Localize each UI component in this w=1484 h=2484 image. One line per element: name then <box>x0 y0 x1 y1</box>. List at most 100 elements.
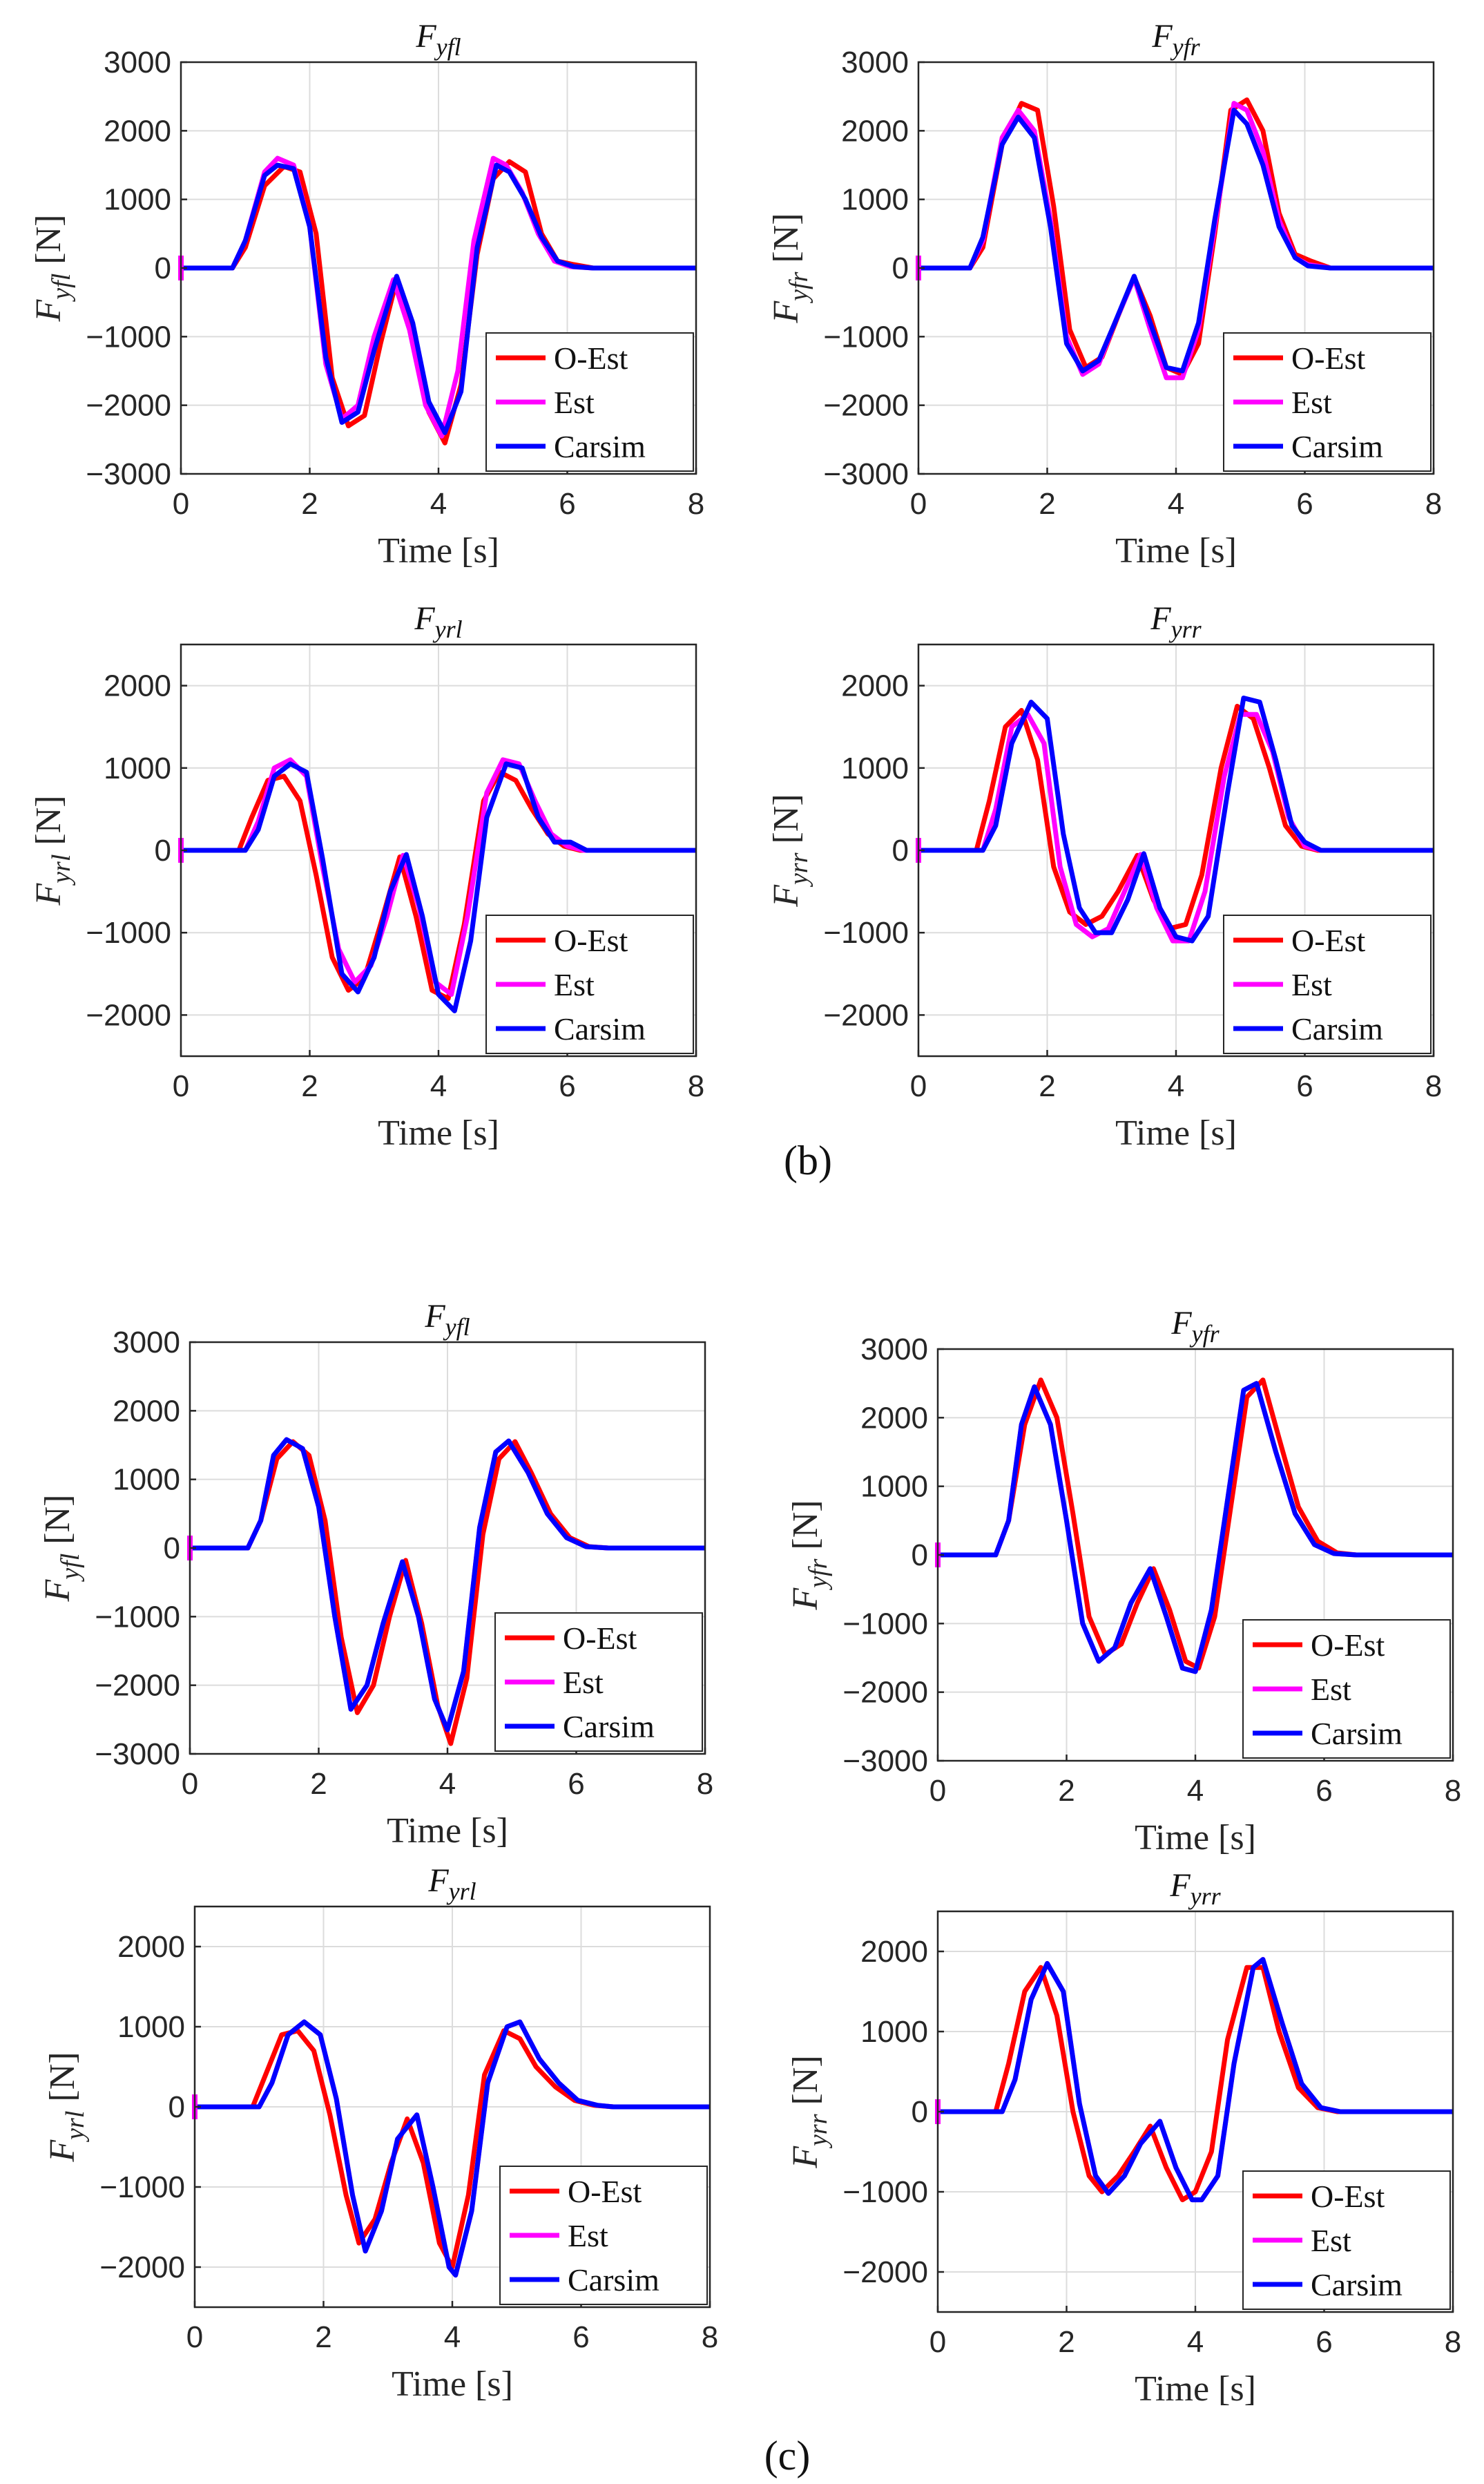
y-tick-label: 2000 <box>117 1930 185 1964</box>
x-tick-label: 6 <box>1316 1774 1332 1808</box>
legend: O-Est Est Carsim <box>499 2166 708 2305</box>
chart-title: Fyfr <box>1151 18 1200 61</box>
y-tick-label: 2000 <box>860 1935 928 1969</box>
x-tick-label: 2 <box>1058 1774 1075 1808</box>
y-tick-label: 2000 <box>841 669 909 703</box>
chart-b-rr: 0 2 4 6 8 −2000 −1000 0 1000 2000 Time [s] Fyrr Fyrr… <box>767 600 1442 1153</box>
y-tick-label: 3000 <box>104 46 171 79</box>
x-axis-label: Time [s] <box>1135 2369 1256 2409</box>
y-tick-label: 1000 <box>104 752 171 785</box>
y-axis-label: Fyrr [N] <box>767 794 813 907</box>
chart-title: Fyfr <box>1170 1305 1220 1348</box>
x-tick-label: 4 <box>430 487 447 521</box>
y-tick-label: 0 <box>164 1531 180 1565</box>
chart-title: Fyrl <box>427 1862 476 1905</box>
y-tick-label: −2000 <box>99 2251 185 2284</box>
y-tick-label: −1000 <box>86 916 171 950</box>
y-tick-label: 0 <box>155 251 171 285</box>
y-tick-label: 0 <box>912 2095 928 2129</box>
legend-label-est: Est <box>568 2218 608 2253</box>
x-tick-label: 2 <box>1058 2325 1075 2359</box>
x-tick-label: 6 <box>1296 487 1313 521</box>
y-tick-label: 0 <box>892 251 909 285</box>
x-axis-label: Time [s] <box>1135 1818 1256 1857</box>
legend-label-o-est: O-Est <box>568 2174 642 2209</box>
x-tick-label: 0 <box>929 1774 946 1808</box>
x-tick-label: 2 <box>315 2320 331 2354</box>
x-axis-label: Time [s] <box>1115 531 1237 571</box>
legend-label-o-est: O-Est <box>554 923 628 958</box>
y-tick-label: −1000 <box>99 2170 185 2204</box>
legend: O-Est Est Carsim <box>1242 2170 1451 2310</box>
y-tick-label: 0 <box>912 1538 928 1572</box>
x-tick-label: 6 <box>568 1767 584 1801</box>
y-tick-label: −3000 <box>95 1737 180 1771</box>
series-line-carsim <box>195 2019 710 2278</box>
legend-label-carsim: Carsim <box>554 429 646 464</box>
x-tick-label: 0 <box>910 487 927 521</box>
x-tick-label: 6 <box>572 2320 589 2354</box>
y-axis-label: Fyrl [N] <box>29 795 76 906</box>
y-tick-label: −2000 <box>95 1669 180 1703</box>
chart-title: Fyrr <box>1169 1867 1221 1910</box>
x-tick-label: 0 <box>182 1767 198 1801</box>
legend-label-est: Est <box>554 385 595 420</box>
legend: O-Est Est Carsim <box>485 915 694 1054</box>
legend-label-o-est: O-Est <box>1311 1627 1385 1663</box>
x-tick-label: 8 <box>1425 1069 1442 1103</box>
x-tick-label: 4 <box>444 2320 461 2354</box>
x-tick-label: 0 <box>173 487 189 521</box>
y-tick-label: 2000 <box>860 1401 928 1435</box>
caption-b: (b) <box>784 1138 832 1183</box>
x-tick-label: 2 <box>301 1069 318 1103</box>
x-tick-label: 8 <box>1425 487 1442 521</box>
legend-label-carsim: Carsim <box>554 1011 646 1047</box>
y-tick-label: 3000 <box>113 1326 180 1359</box>
x-tick-label: 6 <box>559 1069 575 1103</box>
series-line-carsim <box>190 1437 705 1732</box>
y-tick-label: 3000 <box>841 46 909 79</box>
series-line-o-est <box>195 2028 710 2270</box>
y-tick-label: −1000 <box>823 916 909 950</box>
chart-c-rr: 0 2 4 6 8 −2000 −1000 0 1000 2000 Time [s] Fyrr Fyrr… <box>786 1867 1461 2409</box>
x-tick-label: 8 <box>688 487 704 521</box>
legend-label-est: Est <box>1291 967 1332 1002</box>
x-tick-label: 4 <box>430 1069 447 1103</box>
x-tick-label: 8 <box>1445 1774 1461 1808</box>
x-axis-label: Time [s] <box>378 531 499 571</box>
x-tick-label: 8 <box>702 2320 718 2354</box>
chart-title: Fyrl <box>414 600 462 643</box>
y-tick-label: −2000 <box>823 998 909 1032</box>
y-tick-label: −3000 <box>86 457 171 491</box>
y-tick-label: 1000 <box>104 183 171 217</box>
x-tick-label: 8 <box>697 1767 713 1801</box>
legend-label-carsim: Carsim <box>1291 429 1383 464</box>
legend-label-carsim: Carsim <box>1291 1011 1383 1047</box>
legend-label-est: Est <box>563 1665 604 1700</box>
x-axis-label: Time [s] <box>387 1811 508 1851</box>
legend-label-carsim: Carsim <box>563 1709 655 1744</box>
y-tick-label: −1000 <box>95 1600 180 1634</box>
y-tick-label: 2000 <box>104 669 171 703</box>
y-tick-label: 1000 <box>860 1470 928 1504</box>
y-tick-label: 1000 <box>841 183 909 217</box>
x-axis-label: Time [s] <box>1115 1114 1237 1153</box>
x-tick-label: 6 <box>1296 1069 1313 1103</box>
x-tick-label: 4 <box>1168 1069 1184 1103</box>
y-tick-label: 1000 <box>860 2015 928 2049</box>
x-tick-label: 4 <box>1187 1774 1204 1808</box>
y-tick-label: 0 <box>155 834 171 868</box>
x-tick-label: 2 <box>1039 487 1055 521</box>
series-line-carsim <box>938 1381 1453 1674</box>
x-tick-label: 6 <box>1316 2325 1332 2359</box>
legend-label-est: Est <box>1311 2223 1351 2258</box>
x-tick-label: 4 <box>1187 2325 1204 2359</box>
y-tick-label: 1000 <box>117 2010 185 2044</box>
legend: O-Est Est Carsim <box>494 1612 703 1752</box>
x-tick-label: 0 <box>173 1069 189 1103</box>
series-line-carsim <box>181 761 696 1013</box>
x-axis-label: Time [s] <box>392 2364 513 2404</box>
x-axis-label: Time [s] <box>378 1114 499 1153</box>
legend-label-o-est: O-Est <box>1291 923 1366 958</box>
